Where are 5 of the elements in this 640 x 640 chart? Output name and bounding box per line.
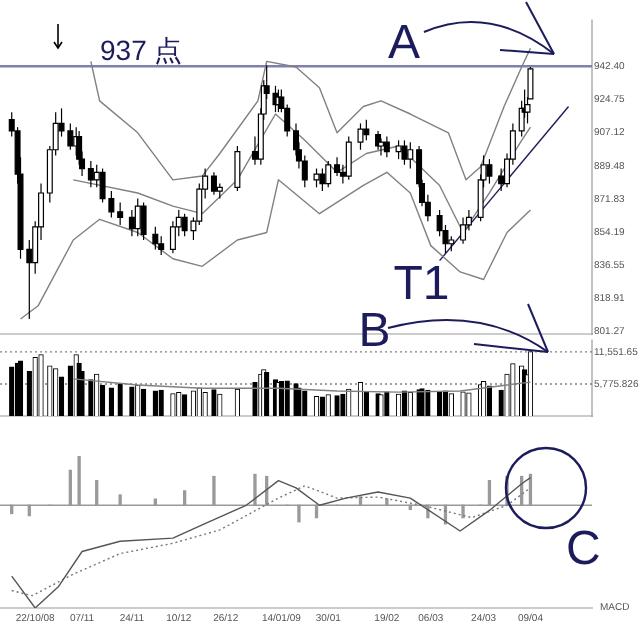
annotation: C [566,522,601,576]
annotation: T1 [393,257,450,312]
annotation: B [358,303,391,358]
annotation: A [388,16,421,70]
annotation: 937 点 [100,34,183,66]
